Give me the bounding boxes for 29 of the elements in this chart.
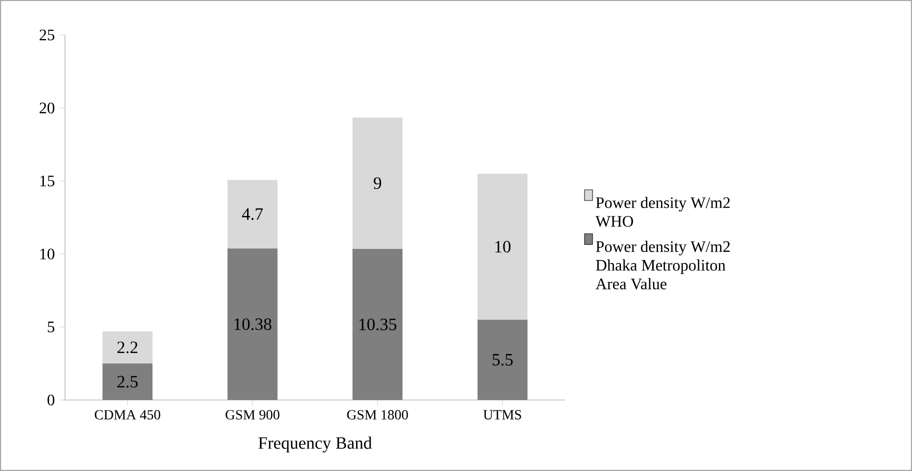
x-tick-label: CDMA 450	[94, 410, 160, 420]
data-label: 2.5	[117, 376, 138, 388]
x-axis-title: Frequency Band	[258, 436, 372, 452]
y-tick-label: 25	[40, 30, 54, 40]
bar	[228, 180, 278, 248]
x-tick-label: GSM 1800	[347, 410, 408, 420]
legend-label: Power density W/m2 WHO	[596, 196, 730, 227]
data-label: 2.2	[117, 342, 138, 354]
x-tick-label: GSM 900	[226, 410, 280, 420]
data-label: 10.35	[360, 318, 396, 330]
y-tick-label: 0	[48, 394, 54, 406]
y-tick-label: 5	[48, 322, 54, 332]
y-tick-label: 15	[40, 176, 54, 186]
data-label: 9	[374, 177, 382, 190]
data-label: 4.7	[242, 208, 263, 220]
bar	[352, 248, 403, 400]
bar	[478, 174, 528, 320]
bar	[228, 248, 278, 400]
bar	[102, 364, 153, 400]
x-tick-label: UTMS	[483, 410, 522, 420]
bar	[478, 320, 528, 400]
data-label: 10	[495, 240, 511, 253]
data-label: 10.38	[234, 318, 272, 330]
bar	[102, 331, 153, 364]
y-tick-label: 20	[40, 102, 54, 114]
legend-label: Power density W/m2 Dhaka Metropoliton Area Value	[596, 240, 730, 290]
data-label: 5.5	[492, 354, 513, 366]
bar	[352, 117, 403, 249]
y-tick-label: 10	[40, 248, 54, 260]
